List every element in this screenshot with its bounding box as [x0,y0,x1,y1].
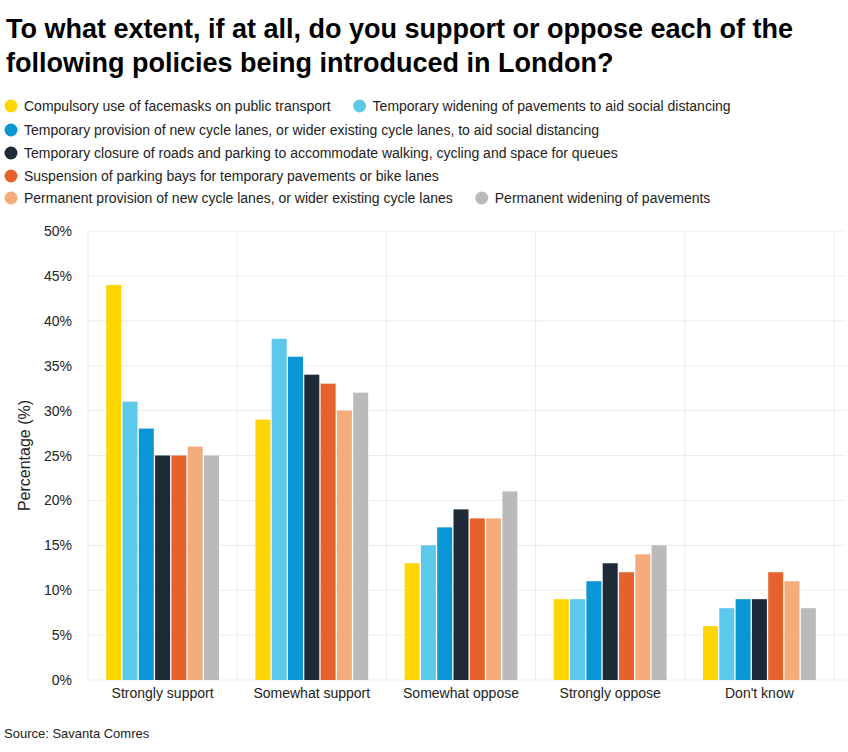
grid-line-vertical [684,231,685,680]
tick-label: 35% [44,358,72,374]
legend-marker [5,192,18,205]
bar [586,581,601,680]
legend-marker [5,100,18,113]
bar [768,572,783,680]
legend-marker [5,170,18,183]
bar [603,563,618,680]
legend-marker [5,147,18,160]
bar [719,608,734,680]
bar [353,393,368,680]
bar [752,599,767,680]
bar [554,599,569,680]
bar [288,357,303,680]
bar [321,384,336,680]
bar [405,563,420,680]
bar [337,411,352,680]
bar [502,491,517,680]
legend-label: Compulsory use of facemasks on public tr… [24,98,331,114]
tick-label: 30% [44,403,72,419]
tick-label: 10% [44,582,72,598]
tick-label: 50% [44,223,72,239]
legend-label: Temporary provision of new cycle lanes, … [24,122,599,138]
tick-label: 45% [44,268,72,284]
grid-line-vertical [834,231,835,680]
legend-label: Permanent widening of pavements [495,190,711,206]
tick-label: 15% [44,537,72,553]
tick-label: 25% [44,448,72,464]
bar [272,339,287,680]
grid-line [88,320,846,321]
tick-label: 20% [44,492,72,508]
tick-label: 40% [44,313,72,329]
bar [470,518,485,680]
bar [785,581,800,680]
grid-line-vertical [535,231,536,680]
grid-line [88,275,846,276]
bar [703,626,718,680]
legend-label: Suspension of parking bays for temporary… [24,168,439,184]
bar [437,527,452,680]
grid-line-vertical [386,231,387,680]
legend-marker [353,100,366,113]
bar [255,420,270,680]
tick-label: 0% [52,672,72,688]
title-line: To what extent, if at all, do you suppor… [6,14,793,44]
legend-marker [5,124,18,137]
bar [570,599,585,680]
bar [619,572,634,680]
bar [454,509,469,680]
chart: To what extent, if at all, do you suppor… [0,0,848,752]
tick-label: 5% [52,627,72,643]
bar [188,447,203,680]
category-label: Don't know [725,685,795,701]
bar [123,402,138,680]
category-label: Strongly support [112,685,214,701]
title-line: following policies being introduced in L… [6,48,613,78]
title: To what extent, if at all, do you suppor… [6,14,793,78]
bar [635,554,650,680]
bars [106,285,816,680]
bar [421,545,436,680]
bar [486,518,501,680]
bar [204,456,219,681]
bar [139,429,154,680]
bar [736,599,751,680]
category-label: Somewhat support [253,685,370,701]
legend-label: Permanent provision of new cycle lanes, … [24,190,453,206]
grid-line-vertical [237,231,238,680]
legend-marker [475,192,488,205]
bar [652,545,667,680]
grid-line-vertical [88,231,89,680]
bar [155,456,170,681]
bar [801,608,816,680]
category-label: Strongly oppose [560,685,661,701]
legend-label: Temporary closure of roads and parking t… [24,145,618,161]
y-axis-label: Percentage (%) [16,400,33,511]
grid-line [88,231,846,232]
grid-line [88,410,846,411]
legend-label: Temporary widening of pavements to aid s… [373,98,731,114]
bar [304,375,319,680]
category-label: Somewhat oppose [403,685,519,701]
bar [171,456,186,681]
bar [106,285,121,680]
grid-line [88,365,846,366]
source: Source: Savanta Comres [4,726,150,741]
